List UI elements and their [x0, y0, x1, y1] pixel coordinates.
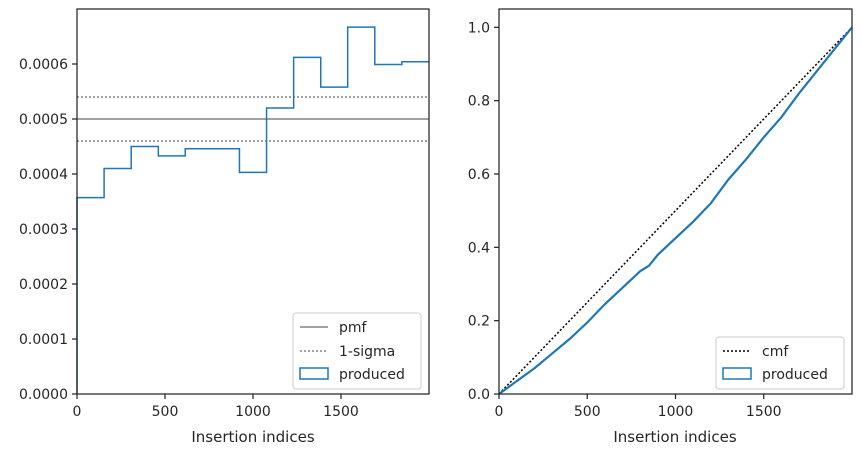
right-x-axis-label: Insertion indices	[613, 428, 736, 446]
right-ticks: 0 500 1000 1500 0.0 0.2 0.4 0.6 0.8 1.0	[468, 20, 782, 420]
left-x-axis-label: Insertion indices	[191, 428, 314, 446]
right-y-tick-label: 1.0	[468, 20, 490, 36]
left-y-tick-label: 0.0000	[19, 387, 68, 403]
legend-cmf-label: cmf	[762, 344, 789, 360]
legend-pmf-label: pmf	[339, 320, 368, 336]
legend-produced-swatch	[299, 367, 329, 380]
left-legend: pmf 1-sigma produced	[292, 312, 422, 390]
series-produced-line	[498, 26, 853, 395]
right-legend-box	[715, 336, 845, 390]
right-y-tick-label: 0.0	[468, 387, 490, 403]
left-x-tick-label: 0	[73, 404, 82, 420]
right-y-tick-label: 0.2	[468, 314, 490, 330]
right-y-tick-label: 0.6	[468, 167, 490, 183]
legend-produced-label: produced	[339, 367, 405, 383]
right-plot-area	[498, 26, 853, 395]
left-y-tick-label: 0.0005	[19, 112, 68, 128]
left-y-tick-label: 0.0001	[19, 332, 68, 348]
series-produced-histogram	[76, 26, 429, 394]
right-x-tick-label: 1000	[658, 404, 694, 420]
left-chart-panel: 0 500 1000 1500 0.0000 0.0001 0.0002 0.0003 0.00…	[19, 8, 430, 446]
left-ticks: 0 500 1000 1500 0.0000 0.0001 0.0002 0.0003 0.00…	[19, 57, 359, 420]
right-x-tick-label: 1500	[746, 404, 782, 420]
legend-produced-label-right: produced	[762, 367, 828, 383]
right-axes-frame	[498, 8, 853, 395]
left-y-tick-label: 0.0004	[19, 167, 68, 183]
right-y-tick-label: 0.4	[468, 240, 490, 256]
series-cmf-line	[498, 26, 853, 395]
right-x-tick-label: 500	[574, 404, 601, 420]
left-y-tick-label: 0.0002	[19, 277, 68, 293]
right-legend: cmf produced	[715, 336, 845, 390]
right-y-tick-label: 0.8	[468, 94, 490, 110]
right-x-tick-label: 0	[495, 404, 504, 420]
left-x-tick-label: 1500	[323, 404, 359, 420]
left-x-tick-label: 1000	[235, 404, 271, 420]
left-plot-area	[76, 26, 429, 394]
right-chart-panel: 0 500 1000 1500 0.0 0.2 0.4 0.6 0.8 1.0 Insertion…	[468, 8, 853, 446]
left-y-tick-label: 0.0003	[19, 222, 68, 238]
legend-produced-swatch-right	[722, 367, 752, 380]
left-x-tick-label: 500	[152, 404, 179, 420]
left-legend-box	[292, 312, 422, 390]
legend-1-sigma-label: 1-sigma	[339, 344, 395, 360]
left-y-tick-label: 0.0006	[19, 57, 68, 73]
